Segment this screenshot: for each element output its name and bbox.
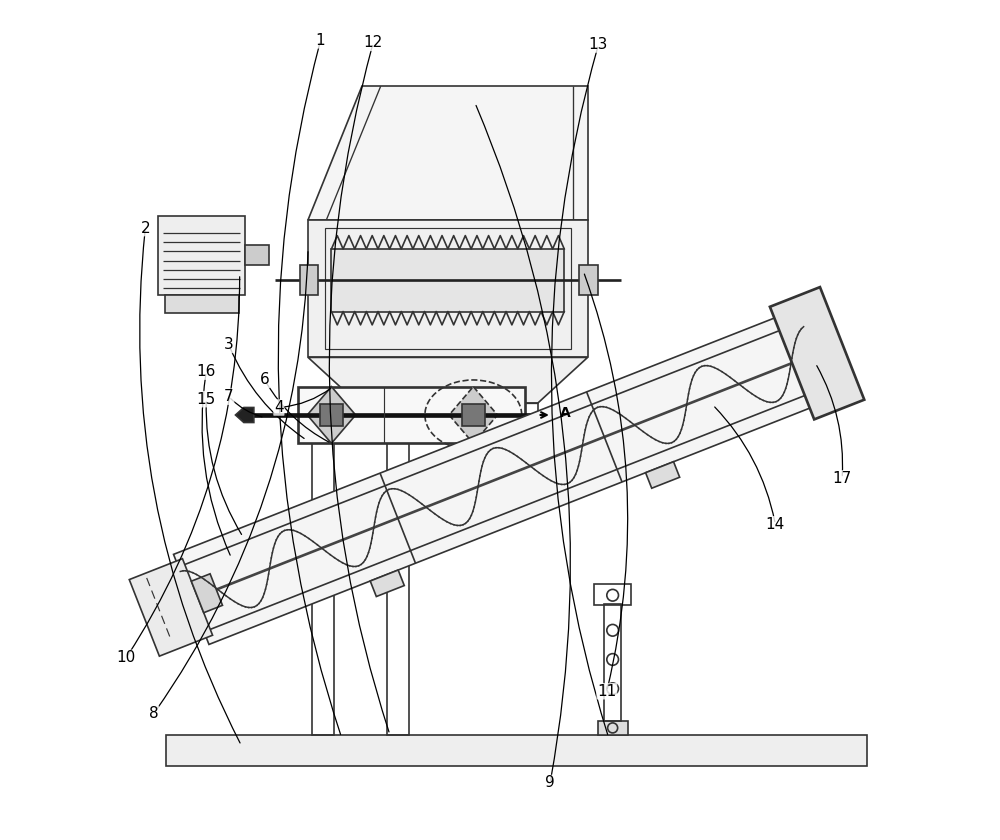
Bar <box>158 216 245 295</box>
Bar <box>312 420 334 735</box>
Text: 13: 13 <box>589 37 608 52</box>
Polygon shape <box>308 87 588 220</box>
Bar <box>166 735 867 766</box>
Bar <box>462 404 485 426</box>
Polygon shape <box>449 386 497 444</box>
Bar <box>598 722 628 735</box>
Text: 11: 11 <box>597 684 616 699</box>
Bar <box>358 403 538 428</box>
Text: 2: 2 <box>141 221 150 235</box>
Text: 17: 17 <box>832 471 852 486</box>
Text: 9: 9 <box>545 775 555 790</box>
Bar <box>331 249 564 312</box>
Bar <box>579 265 598 295</box>
Bar <box>165 295 239 313</box>
Text: 1: 1 <box>316 33 325 48</box>
Bar <box>594 585 631 606</box>
Polygon shape <box>129 559 213 656</box>
Text: 15: 15 <box>197 391 216 407</box>
Text: 6: 6 <box>260 372 270 387</box>
Bar <box>604 605 621 722</box>
Text: 12: 12 <box>364 35 383 50</box>
Text: 3: 3 <box>224 338 234 353</box>
Text: 16: 16 <box>197 364 216 379</box>
Polygon shape <box>308 357 588 403</box>
Bar <box>387 420 409 735</box>
Polygon shape <box>191 574 222 612</box>
Bar <box>300 265 318 295</box>
Polygon shape <box>235 407 254 423</box>
Text: A: A <box>560 407 571 420</box>
Polygon shape <box>174 308 835 644</box>
Text: 8: 8 <box>149 706 159 722</box>
Text: 14: 14 <box>766 517 785 532</box>
Bar <box>320 404 343 426</box>
Text: 10: 10 <box>117 650 136 665</box>
Polygon shape <box>370 570 404 596</box>
Bar <box>325 228 571 349</box>
Text: 7: 7 <box>224 389 234 404</box>
Bar <box>308 220 588 357</box>
Text: 4: 4 <box>274 400 284 415</box>
Polygon shape <box>646 462 680 488</box>
Polygon shape <box>307 386 356 444</box>
Bar <box>298 386 525 444</box>
Bar <box>245 245 269 265</box>
Polygon shape <box>770 287 864 419</box>
